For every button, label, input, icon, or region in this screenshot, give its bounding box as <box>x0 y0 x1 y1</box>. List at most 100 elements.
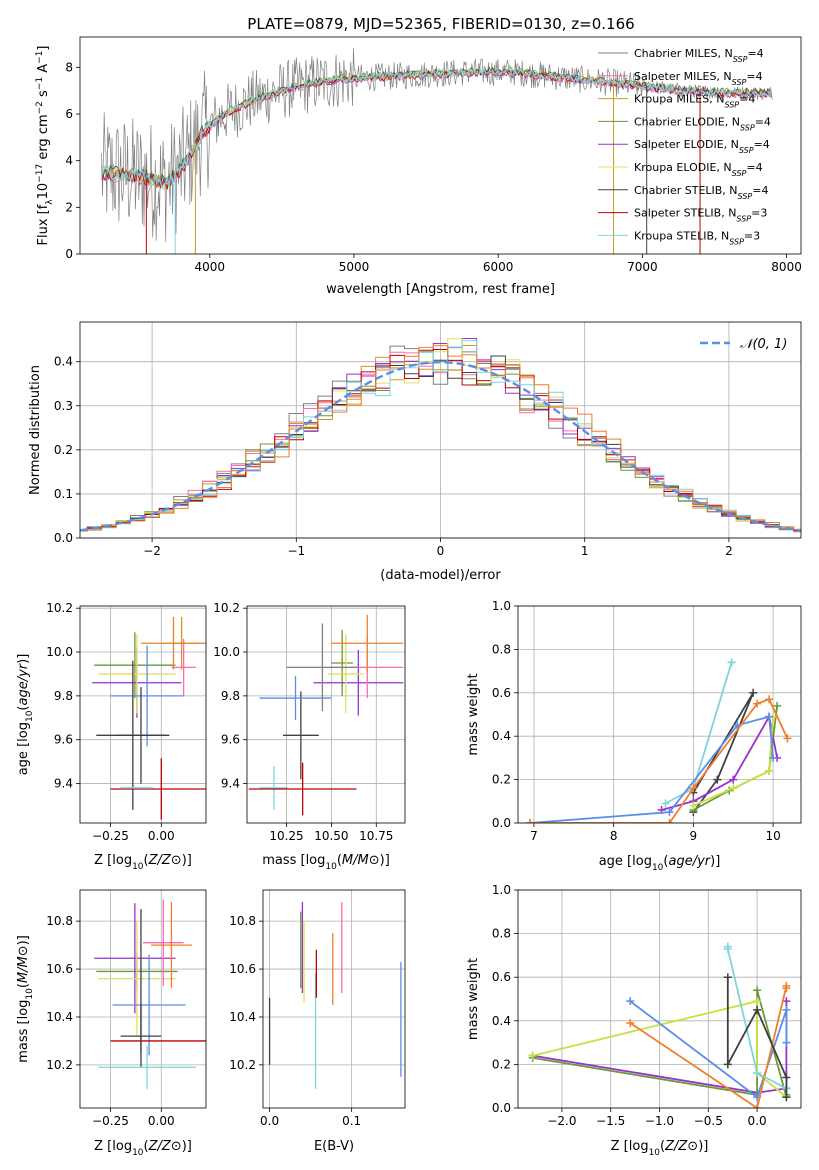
x-tick-label: 9 <box>690 829 698 843</box>
weight-marker <box>773 701 782 710</box>
residual-histogram <box>80 340 801 532</box>
spectrum-axes: 4000 5000 6000 7000 8000 0 2 4 6 8 <box>65 60 801 274</box>
y-tick-label: 10.2 <box>46 601 73 615</box>
weight-marker <box>729 775 738 784</box>
weight-marker <box>765 766 774 775</box>
weight-marker <box>528 1051 537 1060</box>
y-tick-label: 0.8 <box>492 927 511 941</box>
x-tick-label: −1.5 <box>596 1114 625 1128</box>
weight-marker <box>749 688 758 697</box>
weight-marker <box>753 986 762 995</box>
mass-vs-Z-xlabel: Z [log10(Z/Z⊙)] <box>94 1139 192 1158</box>
residuals-xlabel: (data-model)/error <box>380 568 501 583</box>
y-tick-label: 10.0 <box>213 645 240 659</box>
weight-marker <box>765 712 774 721</box>
data-point <box>112 954 186 1056</box>
x-tick-label: 6000 <box>483 260 514 274</box>
weight-marker <box>661 799 670 808</box>
legend-entry: Salpeter STELIB, NSSP=3 <box>634 207 767 224</box>
y-tick-label: 10.2 <box>229 1058 256 1072</box>
weight-vs-Z-frame <box>517 889 802 1109</box>
y-tick-label: 0.2 <box>492 1057 511 1071</box>
mass-vs-Z-frame <box>79 889 207 1109</box>
y-tick-label: 1.0 <box>492 599 511 613</box>
legend-entry: 𝒩(0, 1) <box>740 337 787 352</box>
weight-line <box>532 1000 787 1098</box>
age-vs-Z-frame <box>79 605 207 824</box>
weight-marker <box>665 819 674 823</box>
weight-marker <box>753 1005 762 1014</box>
y-tick-label: 9.6 <box>54 733 73 747</box>
x-tick-label: 0.00 <box>148 829 175 843</box>
data-point <box>331 614 404 672</box>
age-vs-mass-axes: 10.25 10.50 10.75 9.4 9.6 9.8 10.0 10.2 <box>213 601 405 843</box>
residual-histogram <box>80 345 801 532</box>
data-point <box>151 901 192 989</box>
x-tick-label: 0.00 <box>148 1114 175 1128</box>
data-point <box>110 758 206 820</box>
weight-marker <box>723 944 732 953</box>
y-tick-label: 0.8 <box>492 642 511 656</box>
age-vs-Z-axes: −0.25 0.00 9.4 9.6 9.8 10.0 10.2 <box>46 601 206 843</box>
y-tick-label: 0.3 <box>54 399 73 413</box>
weight-marker <box>727 658 736 667</box>
legend-entry: Chabrier ELODIE, NSSP=4 <box>634 115 771 131</box>
spectrum-ylabel: Flux [fλ10−17 erg cm−2 s−1 A−1] <box>35 46 55 246</box>
weight-series <box>528 942 791 1108</box>
residuals-frame <box>79 321 802 539</box>
weight-vs-Z-axes: −2.0 −1.5 −1.0 −0.5 0.0 0.0 0.2 0.4 0.6 0.8 1.0 <box>492 883 801 1128</box>
y-tick-label: 0.2 <box>54 443 73 457</box>
x-tick-label: 0.1 <box>342 1114 361 1128</box>
y-tick-label: 0 <box>65 247 73 261</box>
weight-marker <box>689 801 698 810</box>
weight-vs-Z-ylabel: mass weight <box>466 958 481 1040</box>
x-tick-label: 7000 <box>627 260 658 274</box>
x-tick-label: 0.0 <box>260 1114 279 1128</box>
x-tick-label: 1 <box>581 544 589 558</box>
y-tick-label: 0.0 <box>54 531 73 545</box>
legend-entry: Kroupa MILES, NSSP=4 <box>634 93 755 110</box>
y-tick-label: 0.1 <box>54 487 73 501</box>
data-point <box>259 676 332 720</box>
y-tick-label: 9.4 <box>221 777 240 791</box>
errorbars <box>248 614 404 816</box>
weight-marker <box>723 1060 732 1069</box>
weight-marker <box>723 973 732 982</box>
weight-marker <box>753 997 762 1006</box>
x-tick-label: 2 <box>725 544 733 558</box>
errorbars <box>268 901 402 1089</box>
y-tick-label: 8 <box>65 60 73 74</box>
weight-marker <box>753 1069 762 1078</box>
x-tick-label: −2 <box>143 544 161 558</box>
y-tick-label: 9.6 <box>221 733 240 747</box>
y-tick-label: 10.4 <box>229 1010 256 1024</box>
x-tick-label: −0.5 <box>694 1114 723 1128</box>
data-point <box>259 766 289 810</box>
weight-marker <box>729 784 738 793</box>
weight-marker <box>782 1005 791 1014</box>
weight-marker <box>626 1018 635 1027</box>
y-tick-label: 0.6 <box>492 970 511 984</box>
y-tick-label: 10.8 <box>229 914 256 928</box>
data-point <box>327 634 364 714</box>
y-tick-label: 4 <box>65 154 73 168</box>
weight-marker <box>782 984 791 993</box>
data-point <box>98 634 176 714</box>
data-point <box>171 638 196 696</box>
age-vs-mass-xlabel: mass [log10(M/M⊙)] <box>262 853 390 872</box>
data-point <box>143 899 184 986</box>
mass-vs-ebv-xlabel: E(B-V) <box>314 1139 354 1154</box>
y-tick-label: 0.0 <box>492 1101 511 1115</box>
weight-marker <box>782 1093 791 1102</box>
y-tick-label: 1.0 <box>492 883 511 897</box>
legend-entry: Salpeter ELODIE, NSSP=4 <box>634 138 770 155</box>
y-tick-label: 0.6 <box>492 686 511 700</box>
mass-vs-Z-ylabel: mass [log10(M/M⊙)] <box>16 935 35 1063</box>
y-tick-label: 2 <box>65 200 73 214</box>
weight-marker <box>783 734 792 743</box>
weight-marker <box>753 1104 762 1108</box>
weight-marker <box>753 699 762 708</box>
legend-entry: Chabrier STELIB, NSSP=4 <box>634 184 768 201</box>
weight-marker <box>769 753 778 762</box>
data-point <box>140 616 206 670</box>
